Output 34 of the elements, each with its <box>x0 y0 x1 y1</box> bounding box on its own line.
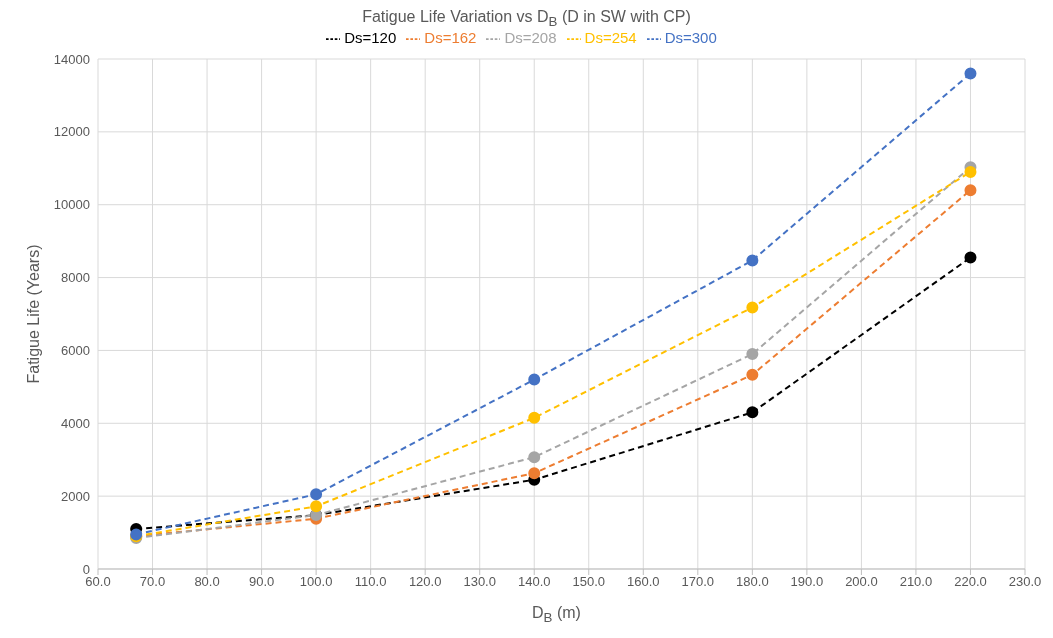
x-tick-label: 60.0 <box>85 574 111 590</box>
x-tick-label: 130.0 <box>463 574 496 590</box>
x-tick-label: 140.0 <box>517 574 551 590</box>
y-tick-label: 14000 <box>53 51 90 67</box>
x-axis-title: D$_{B}$ (m) <box>531 604 582 626</box>
legend-label: Ds=208 <box>504 29 557 47</box>
x-tick-label: 170.0 <box>681 574 715 590</box>
y-tick-label: 8000 <box>61 270 90 286</box>
y-tick-label: 10000 <box>53 197 90 213</box>
y-tick-label: 6000 <box>61 343 90 359</box>
x-tick-label: 110.0 <box>354 574 387 590</box>
x-tick-label: 150.0 <box>572 574 606 590</box>
x-tick-label: 190.0 <box>790 574 824 590</box>
y-tick-label: 4000 <box>61 416 90 432</box>
y-tick-label: 2000 <box>61 488 90 504</box>
x-tick-label: 120.0 <box>408 574 442 590</box>
legend-label: Ds=120 <box>344 29 397 47</box>
y-tick-label: 12000 <box>53 124 90 140</box>
x-tick-label: 100.0 <box>299 574 333 590</box>
x-tick-label: 230.0 <box>1008 574 1042 590</box>
x-tick-label: 220.0 <box>954 574 987 590</box>
legend-label: Ds=254 <box>584 29 637 47</box>
y-axis-title: Fatigue Life (Years) <box>24 244 42 384</box>
x-tick-label: 210.0 <box>899 574 933 590</box>
x-tick-label: 90.0 <box>248 574 275 590</box>
y-tick-label: 0 <box>82 561 90 577</box>
chart-title: Fatigue Life Variation vs D$_{B}$ (D in SW with CP) <box>361 8 692 30</box>
x-tick-label: 80.0 <box>194 574 220 590</box>
x-tick-label: 70.0 <box>139 574 166 590</box>
x-tick-label: 160.0 <box>627 574 660 590</box>
x-tick-label: 200.0 <box>845 574 878 590</box>
x-tick-label: 180.0 <box>736 574 769 590</box>
legend-label: Ds=300 <box>664 29 717 47</box>
legend-label: Ds=162 <box>424 29 477 47</box>
